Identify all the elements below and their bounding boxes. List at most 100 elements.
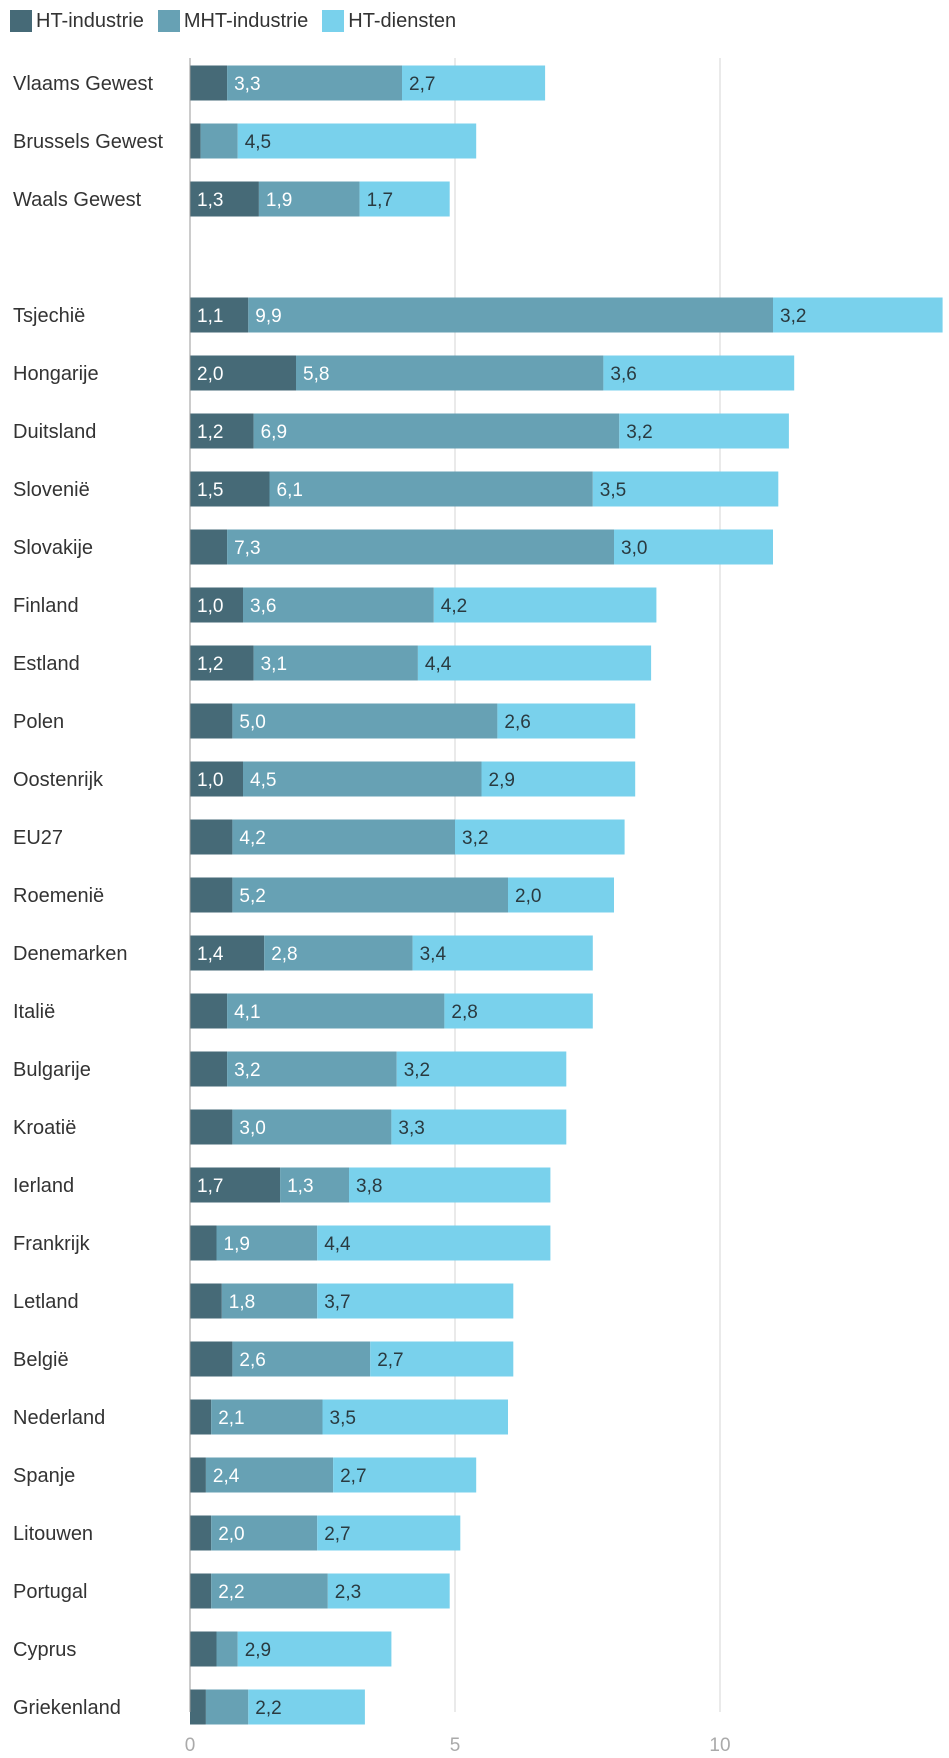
legend-item: HT-diensten	[322, 10, 456, 33]
bar-segment	[412, 935, 593, 971]
bar-segment	[211, 1399, 323, 1435]
bar-segment	[190, 1109, 233, 1145]
bar-value-label: 2,3	[335, 1582, 361, 1603]
bar-value-label: 2,0	[197, 364, 223, 385]
bar-segment	[497, 703, 636, 739]
bar-segment	[190, 1051, 228, 1087]
bar-segment	[190, 1167, 281, 1203]
bar-segment	[232, 1109, 392, 1145]
bar-segment	[216, 1225, 318, 1261]
bar-segment	[190, 123, 201, 159]
category-label: België	[13, 1349, 69, 1371]
bar-value-label: 4,5	[245, 132, 271, 153]
bar-value-label: 1,5	[197, 480, 223, 501]
x-tick-label: 10	[709, 1735, 730, 1756]
category-label: EU27	[13, 827, 63, 849]
legend-swatch	[157, 10, 180, 32]
bar-value-label: 2,2	[218, 1582, 244, 1603]
bar-value-label: 2,9	[245, 1640, 271, 1661]
category-label: Litouwen	[13, 1523, 93, 1545]
bar-segment	[190, 1573, 212, 1609]
bar-value-label: 1,4	[197, 944, 224, 965]
bar-value-label: 2,7	[377, 1350, 403, 1371]
bar-value-label: 7,3	[234, 538, 260, 559]
bar-segment	[232, 1341, 371, 1377]
bar-segment	[190, 471, 270, 507]
category-label: Hongarije	[13, 363, 99, 385]
bar-segment	[327, 1573, 450, 1609]
bar-segment	[190, 1689, 206, 1725]
bar-segment	[243, 587, 434, 623]
bar-value-label: 1,3	[197, 190, 223, 211]
bar-segment	[322, 1399, 508, 1435]
bar-value-label: 2,7	[409, 74, 435, 95]
bar-value-label: 2,7	[340, 1466, 366, 1487]
category-label: Vlaams Gewest	[13, 73, 153, 95]
bar-segment	[190, 587, 243, 623]
bar-segment	[433, 587, 657, 623]
bar-segment	[190, 1515, 212, 1551]
category-label: Oostenrijk	[13, 769, 104, 791]
bar-segment	[253, 413, 620, 449]
category-label: Spanje	[13, 1465, 75, 1487]
bar-segment	[190, 1457, 206, 1493]
bar-segment	[773, 297, 943, 333]
bar-value-label: 1,9	[224, 1234, 250, 1255]
bar-value-label: 3,1	[261, 654, 287, 675]
bar-value-label: 3,2	[780, 306, 806, 327]
x-tick-label: 0	[185, 1735, 196, 1756]
bar-segment	[200, 123, 238, 159]
legend-item: MHT-industrie	[157, 10, 308, 33]
bar-segment	[592, 471, 779, 507]
bar-segment	[396, 1051, 567, 1087]
bar-value-label: 1,2	[197, 654, 223, 675]
category-label: Griekenland	[13, 1697, 121, 1719]
bar-value-label: 3,2	[234, 1060, 260, 1081]
bar-value-label: 1,9	[266, 190, 292, 211]
bar-segment	[317, 1225, 551, 1261]
bar-segment	[508, 877, 614, 913]
bar-value-label: 3,2	[626, 422, 652, 443]
category-label: Kroatië	[13, 1117, 76, 1139]
bar-segment	[190, 1225, 217, 1261]
bar-value-label: 4,2	[239, 828, 265, 849]
category-label: Frankrijk	[13, 1233, 91, 1255]
bar-segment	[190, 761, 243, 797]
bar-value-label: 2,8	[271, 944, 297, 965]
bar-segment	[603, 355, 795, 391]
bar-value-label: 1,3	[287, 1176, 313, 1197]
bar-value-label: 1,1	[197, 306, 223, 327]
bar-value-label: 2,0	[515, 886, 541, 907]
category-label: Roemenië	[13, 885, 104, 907]
bar-segment	[190, 1283, 222, 1319]
bar-value-label: 3,6	[610, 364, 636, 385]
bar-value-label: 2,9	[489, 770, 515, 791]
bar-segment	[190, 65, 228, 101]
bar-value-label: 3,3	[398, 1118, 424, 1139]
bar-value-label: 3,4	[420, 944, 447, 965]
bar-value-label: 4,4	[324, 1234, 351, 1255]
bar-segment	[211, 1515, 318, 1551]
bar-value-label: 2,4	[213, 1466, 240, 1487]
bar-segment	[190, 703, 233, 739]
bar-value-label: 2,8	[451, 1002, 477, 1023]
bar-segment	[481, 761, 636, 797]
bar-segment	[190, 297, 249, 333]
bar-value-label: 2,6	[504, 712, 530, 733]
category-label: Nederland	[13, 1407, 105, 1429]
bar-value-label: 5,8	[303, 364, 329, 385]
bar-segment	[190, 645, 254, 681]
bar-segment	[232, 819, 455, 855]
bar-segment	[216, 1631, 238, 1667]
bar-value-label: 1,2	[197, 422, 223, 443]
bar-value-label: 2,6	[239, 1350, 265, 1371]
bar-segment	[190, 993, 228, 1029]
bar-segment	[614, 529, 773, 565]
bar-segment	[455, 819, 625, 855]
bar-value-label: 3,2	[462, 828, 488, 849]
bar-segment	[269, 471, 593, 507]
bar-value-label: 3,5	[600, 480, 626, 501]
bar-segment	[190, 819, 233, 855]
bar-segment	[190, 877, 233, 913]
